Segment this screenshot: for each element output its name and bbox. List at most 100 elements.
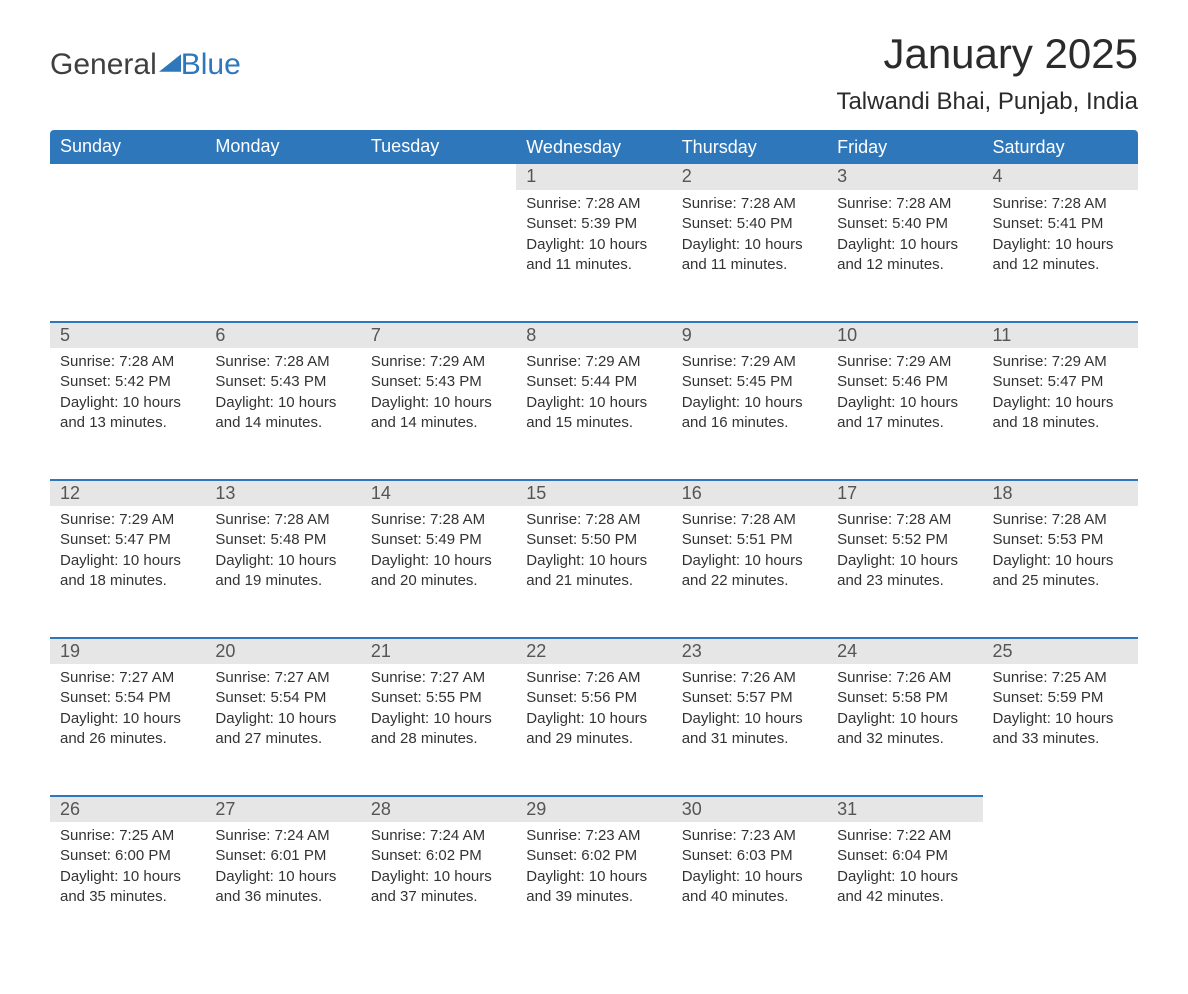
weekday-header: Wednesday — [516, 130, 671, 164]
daylight-line: Daylight: 10 hours and 15 minutes. — [526, 393, 661, 434]
day-content-row: Sunrise: 7:28 AMSunset: 5:42 PMDaylight:… — [50, 348, 1138, 480]
daynum-row: 19202122232425 — [50, 638, 1138, 664]
day-content-cell: Sunrise: 7:28 AMSunset: 5:41 PMDaylight:… — [983, 190, 1138, 322]
weekday-header-row: Sunday Monday Tuesday Wednesday Thursday… — [50, 130, 1138, 164]
day-content-row: Sunrise: 7:29 AMSunset: 5:47 PMDaylight:… — [50, 506, 1138, 638]
day-content-cell: Sunrise: 7:29 AMSunset: 5:45 PMDaylight:… — [672, 348, 827, 480]
day-number-cell: 10 — [827, 322, 982, 348]
sunrise-line: Sunrise: 7:28 AM — [526, 510, 661, 530]
day-content-cell: Sunrise: 7:28 AMSunset: 5:50 PMDaylight:… — [516, 506, 671, 638]
sunrise-line: Sunrise: 7:23 AM — [526, 826, 661, 846]
day-content-cell: Sunrise: 7:28 AMSunset: 5:48 PMDaylight:… — [205, 506, 360, 638]
sunset-line: Sunset: 5:59 PM — [993, 688, 1128, 708]
daylight-line: Daylight: 10 hours and 22 minutes. — [682, 551, 817, 592]
daylight-line: Daylight: 10 hours and 32 minutes. — [837, 709, 972, 750]
daylight-line: Daylight: 10 hours and 42 minutes. — [837, 867, 972, 908]
sunset-line: Sunset: 5:43 PM — [371, 372, 506, 392]
daylight-line: Daylight: 10 hours and 14 minutes. — [215, 393, 350, 434]
sunset-line: Sunset: 5:58 PM — [837, 688, 972, 708]
day-number-cell — [205, 164, 360, 190]
day-content-cell — [983, 822, 1138, 954]
daylight-line: Daylight: 10 hours and 13 minutes. — [60, 393, 195, 434]
day-number-cell: 15 — [516, 480, 671, 506]
daylight-line: Daylight: 10 hours and 29 minutes. — [526, 709, 661, 750]
day-content-row: Sunrise: 7:25 AMSunset: 6:00 PMDaylight:… — [50, 822, 1138, 954]
day-content-cell: Sunrise: 7:23 AMSunset: 6:02 PMDaylight:… — [516, 822, 671, 954]
weekday-header: Monday — [205, 130, 360, 164]
page-title: January 2025 — [883, 30, 1138, 78]
weekday-header: Friday — [827, 130, 982, 164]
sunrise-line: Sunrise: 7:28 AM — [682, 510, 817, 530]
day-content-cell: Sunrise: 7:26 AMSunset: 5:57 PMDaylight:… — [672, 664, 827, 796]
day-number-cell: 5 — [50, 322, 205, 348]
sunrise-line: Sunrise: 7:28 AM — [371, 510, 506, 530]
daynum-row: 262728293031 — [50, 796, 1138, 822]
sunset-line: Sunset: 5:55 PM — [371, 688, 506, 708]
sunset-line: Sunset: 5:44 PM — [526, 372, 661, 392]
sunrise-line: Sunrise: 7:22 AM — [837, 826, 972, 846]
sunset-line: Sunset: 5:47 PM — [60, 530, 195, 550]
sunset-line: Sunset: 5:41 PM — [993, 214, 1128, 234]
daylight-line: Daylight: 10 hours and 40 minutes. — [682, 867, 817, 908]
sunset-line: Sunset: 5:45 PM — [682, 372, 817, 392]
sunset-line: Sunset: 5:40 PM — [682, 214, 817, 234]
daylight-line: Daylight: 10 hours and 11 minutes. — [526, 235, 661, 276]
daylight-line: Daylight: 10 hours and 28 minutes. — [371, 709, 506, 750]
day-number-cell: 17 — [827, 480, 982, 506]
daylight-line: Daylight: 10 hours and 16 minutes. — [682, 393, 817, 434]
day-content-cell — [50, 190, 205, 322]
daylight-line: Daylight: 10 hours and 18 minutes. — [60, 551, 195, 592]
sunset-line: Sunset: 5:43 PM — [215, 372, 350, 392]
day-content-cell: Sunrise: 7:28 AMSunset: 5:53 PMDaylight:… — [983, 506, 1138, 638]
day-number-cell: 14 — [361, 480, 516, 506]
sunrise-line: Sunrise: 7:27 AM — [371, 668, 506, 688]
weekday-header: Sunday — [50, 130, 205, 164]
sunset-line: Sunset: 5:39 PM — [526, 214, 661, 234]
sunrise-line: Sunrise: 7:28 AM — [526, 194, 661, 214]
day-number-cell: 23 — [672, 638, 827, 664]
location-label: Talwandi Bhai, Punjab, India — [50, 88, 1138, 116]
daylight-line: Daylight: 10 hours and 14 minutes. — [371, 393, 506, 434]
weekday-header: Thursday — [672, 130, 827, 164]
day-number-cell: 27 — [205, 796, 360, 822]
day-number-cell: 9 — [672, 322, 827, 348]
logo: General Blue — [50, 30, 241, 82]
day-content-cell — [361, 190, 516, 322]
sunset-line: Sunset: 5:53 PM — [993, 530, 1128, 550]
day-content-cell: Sunrise: 7:28 AMSunset: 5:43 PMDaylight:… — [205, 348, 360, 480]
day-content-cell: Sunrise: 7:26 AMSunset: 5:56 PMDaylight:… — [516, 664, 671, 796]
day-number-cell: 8 — [516, 322, 671, 348]
sunrise-line: Sunrise: 7:29 AM — [993, 352, 1128, 372]
sunset-line: Sunset: 5:48 PM — [215, 530, 350, 550]
sunrise-line: Sunrise: 7:29 AM — [526, 352, 661, 372]
daylight-line: Daylight: 10 hours and 11 minutes. — [682, 235, 817, 276]
daynum-row: 567891011 — [50, 322, 1138, 348]
day-content-cell — [205, 190, 360, 322]
day-content-cell: Sunrise: 7:23 AMSunset: 6:03 PMDaylight:… — [672, 822, 827, 954]
day-number-cell: 16 — [672, 480, 827, 506]
sunrise-line: Sunrise: 7:28 AM — [215, 510, 350, 530]
day-number-cell — [983, 796, 1138, 822]
sunrise-line: Sunrise: 7:26 AM — [526, 668, 661, 688]
day-content-cell: Sunrise: 7:27 AMSunset: 5:55 PMDaylight:… — [361, 664, 516, 796]
day-number-cell: 6 — [205, 322, 360, 348]
sunrise-line: Sunrise: 7:28 AM — [837, 510, 972, 530]
day-number-cell: 12 — [50, 480, 205, 506]
sunset-line: Sunset: 5:40 PM — [837, 214, 972, 234]
sunset-line: Sunset: 6:02 PM — [371, 846, 506, 866]
sunrise-line: Sunrise: 7:23 AM — [682, 826, 817, 846]
daylight-line: Daylight: 10 hours and 36 minutes. — [215, 867, 350, 908]
daylight-line: Daylight: 10 hours and 18 minutes. — [993, 393, 1128, 434]
day-number-cell: 2 — [672, 164, 827, 190]
day-content-cell: Sunrise: 7:29 AMSunset: 5:46 PMDaylight:… — [827, 348, 982, 480]
daylight-line: Daylight: 10 hours and 37 minutes. — [371, 867, 506, 908]
day-number-cell: 30 — [672, 796, 827, 822]
sunrise-line: Sunrise: 7:27 AM — [60, 668, 195, 688]
day-content-cell: Sunrise: 7:29 AMSunset: 5:44 PMDaylight:… — [516, 348, 671, 480]
daylight-line: Daylight: 10 hours and 31 minutes. — [682, 709, 817, 750]
day-content-cell: Sunrise: 7:28 AMSunset: 5:42 PMDaylight:… — [50, 348, 205, 480]
sunrise-line: Sunrise: 7:24 AM — [371, 826, 506, 846]
sunrise-line: Sunrise: 7:27 AM — [215, 668, 350, 688]
sunrise-line: Sunrise: 7:25 AM — [60, 826, 195, 846]
day-content-cell: Sunrise: 7:29 AMSunset: 5:47 PMDaylight:… — [983, 348, 1138, 480]
